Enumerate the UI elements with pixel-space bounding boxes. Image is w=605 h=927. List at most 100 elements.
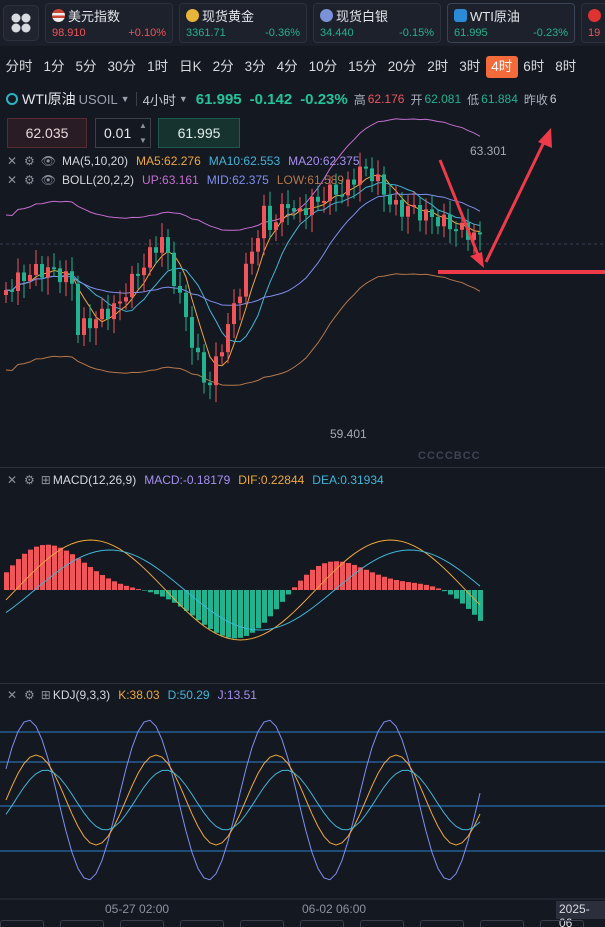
toolbar-tab[interactable] [300, 920, 344, 927]
d-line [5, 769, 481, 831]
candle-body [88, 318, 92, 329]
toolbar-tab[interactable] [420, 920, 464, 927]
close-icon[interactable]: ✕ [6, 688, 18, 702]
symbol-header: WTI原油 USOIL ▼ 4小时 ▼ 61.995 -0.142 -0.23%… [0, 86, 605, 112]
timeframe-tab[interactable]: 10分 [308, 59, 338, 74]
buy-price-button[interactable]: 61.995 [158, 118, 240, 148]
candle-body [394, 199, 398, 205]
macd-bar [382, 576, 387, 590]
close-icon[interactable]: ✕ [6, 473, 18, 487]
interval-selector[interactable]: 4小时 [142, 92, 176, 108]
ticker-next[interactable]: 19 [581, 3, 605, 43]
candle-body [358, 166, 362, 185]
low-label: 低 [467, 92, 480, 107]
timeframe-tab[interactable]: 5分 [75, 59, 97, 74]
ticker-spot-gold[interactable]: 现货黄金 3361.71 -0.36% [179, 3, 307, 43]
toolbar-tab[interactable] [480, 920, 524, 927]
toolbar-tab[interactable] [240, 920, 284, 927]
candle-body [442, 214, 446, 227]
candle-body [376, 174, 380, 182]
toolbar-tab[interactable] [360, 920, 404, 927]
timeframe-tab[interactable]: 1分 [43, 59, 65, 74]
candle-body [196, 347, 200, 353]
settings-icon[interactable]: ⚙ [24, 688, 35, 702]
symbol-name[interactable]: WTI原油 [22, 91, 76, 107]
timeframe-tab[interactable]: 2分 [212, 59, 234, 74]
ticker-dollar-index[interactable]: 美元指数 98.910 +0.10% [45, 3, 173, 43]
timeframe-tab[interactable]: 1时 [147, 59, 169, 74]
settings-icon[interactable]: ⚙ [24, 173, 35, 187]
chevron-up-icon[interactable]: ▲ [139, 121, 147, 130]
macd-bar [178, 590, 183, 607]
toolbar-tab[interactable] [540, 920, 584, 927]
expand-icon[interactable]: ⊞ [40, 473, 51, 487]
chevron-down-icon[interactable]: ▼ [120, 94, 130, 104]
candle-body [208, 382, 212, 386]
candle-body [430, 209, 434, 217]
candle-body [82, 318, 86, 335]
chevron-down-icon[interactable]: ▼ [139, 136, 147, 145]
candle-body [406, 206, 410, 217]
timeframe-tab[interactable]: 6时 [523, 59, 545, 74]
symbol-code[interactable]: USOIL [78, 91, 118, 107]
timeframe-tab[interactable]: 3分 [244, 59, 266, 74]
macd-bar [376, 574, 381, 590]
candle-body [262, 205, 266, 239]
candle-body [154, 247, 158, 253]
macd-bar [316, 565, 321, 590]
eye-icon[interactable]: 👁 [40, 173, 56, 187]
candle-body [76, 283, 80, 335]
timeframe-tab[interactable]: 2时 [427, 59, 449, 74]
timeframe-tab[interactable]: 15分 [348, 59, 377, 74]
macd-bar [220, 590, 225, 636]
candle-body [244, 263, 248, 297]
macd-bar [298, 580, 303, 590]
toolbar-tab[interactable] [60, 920, 104, 927]
macd-bar [268, 590, 273, 617]
candle-body [454, 229, 458, 232]
macd-bar [442, 590, 447, 592]
candle-body [364, 166, 368, 169]
macd-bar [394, 580, 399, 590]
silver-coin-icon [320, 8, 333, 22]
timeframe-tab[interactable]: 8时 [555, 59, 577, 74]
macd-bar [214, 590, 219, 633]
candle-body [412, 204, 416, 207]
timeframe-tab[interactable]: 分时 [5, 59, 33, 74]
macd-bar [244, 590, 249, 636]
toolbar-tab[interactable] [180, 920, 224, 927]
settings-icon[interactable]: ⚙ [24, 154, 35, 168]
settings-icon[interactable]: ⚙ [24, 473, 35, 487]
candle-body [64, 271, 68, 283]
toolbar-tab[interactable] [0, 920, 44, 927]
grid-icon [11, 13, 31, 33]
expand-icon[interactable]: ⊞ [40, 688, 51, 702]
candle-body [268, 205, 272, 230]
quantity-stepper[interactable]: 0.01 ▲ ▼ [95, 118, 151, 148]
sell-price-button[interactable]: 62.035 [7, 118, 87, 148]
eye-icon[interactable]: 👁 [40, 154, 56, 168]
max-price-mark: 63.301 [470, 144, 507, 158]
quantity-value[interactable]: 0.01 [104, 125, 132, 141]
chevron-down-icon[interactable]: ▼ [178, 94, 188, 104]
timeframe-tab[interactable]: 30分 [107, 59, 137, 74]
timeframe-tab[interactable]: 20分 [387, 59, 417, 74]
timeframe-tab[interactable]: 日K [179, 59, 202, 74]
close-icon[interactable]: ✕ [6, 154, 18, 168]
min-price-mark: 59.401 [330, 427, 367, 441]
candle-body [58, 268, 62, 283]
timeframe-tab[interactable]: 4时 [485, 56, 518, 78]
candle-body [328, 184, 332, 201]
ticker-spot-silver[interactable]: 现货白银 34.440 -0.15% [313, 3, 441, 43]
close-icon[interactable]: ✕ [6, 173, 18, 187]
macd-bar [334, 561, 339, 590]
timeframe-tab[interactable]: 4分 [276, 59, 298, 74]
toolbar-tab[interactable] [120, 920, 164, 927]
stepper-controls[interactable]: ▲ ▼ [138, 121, 148, 145]
timeframe-tab[interactable]: 3时 [459, 59, 481, 74]
menu-grid-button[interactable] [3, 5, 39, 41]
open-value: 62.081 [424, 92, 462, 106]
ticker-wti-oil[interactable]: WTI原油 61.995 -0.23% [447, 3, 575, 43]
candle-body [226, 324, 230, 353]
